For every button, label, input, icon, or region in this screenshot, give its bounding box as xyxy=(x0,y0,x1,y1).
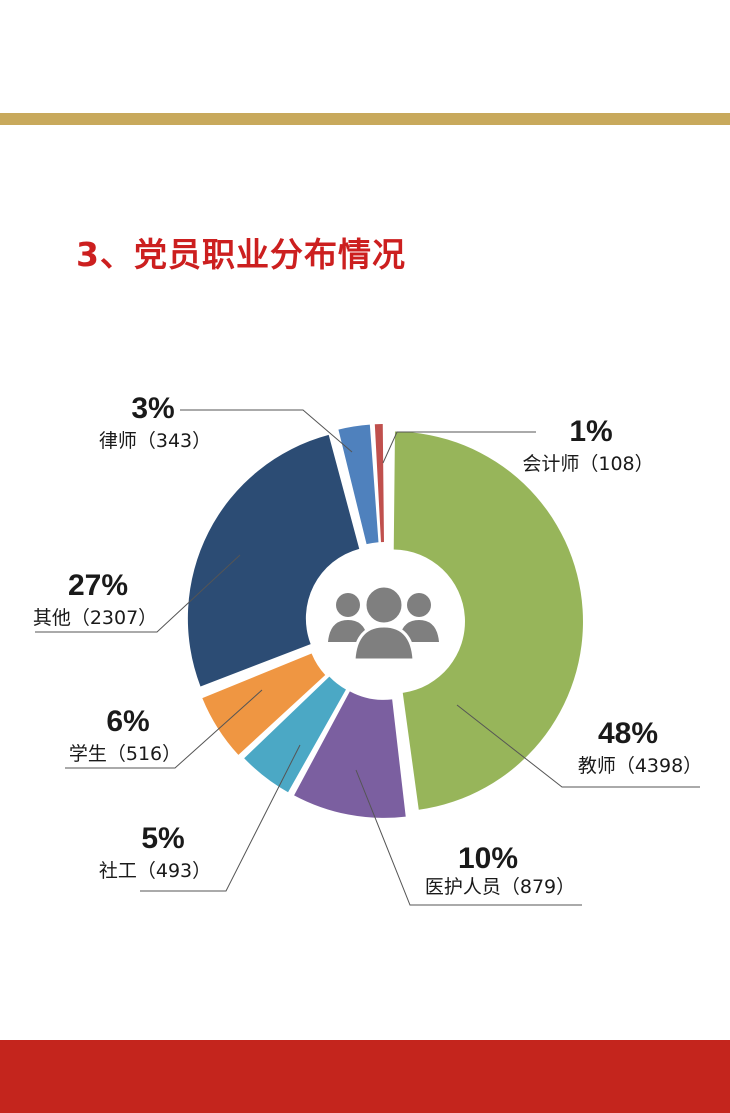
percent-label-其他: 27% xyxy=(68,569,128,602)
percent-label-医护人员: 10% xyxy=(458,842,518,875)
slice-学生 xyxy=(202,653,326,755)
percent-label-会计师: 1% xyxy=(569,415,612,448)
slice-律师 xyxy=(338,424,379,545)
category-label-律师: 律师（343） xyxy=(99,430,211,452)
leader-line-学生 xyxy=(65,689,263,769)
category-label-会计师: 会计师（108） xyxy=(522,453,653,475)
slice-社工 xyxy=(244,676,346,793)
leader-line-教师 xyxy=(456,704,700,788)
category-label-学生: 学生（516） xyxy=(69,743,181,765)
top-gold-rule xyxy=(0,113,730,125)
leader-line-会计师 xyxy=(382,431,536,464)
slice-其他 xyxy=(187,434,360,687)
leader-line-社工 xyxy=(140,744,301,892)
occupation-donut-chart: 48% 教师（4398） 10%医护人员（879） 5% 社工（493） 6% 学生（516… xyxy=(33,392,702,906)
slice-会计师 xyxy=(374,424,384,543)
percent-label-学生: 6% xyxy=(106,705,149,738)
category-label-教师: 教师（4398） xyxy=(578,755,702,777)
leader-line-医护人员 xyxy=(355,769,582,906)
percent-label-律师: 3% xyxy=(131,392,174,425)
leader-line-律师 xyxy=(180,409,353,453)
category-label-其他: 其他（2307） xyxy=(33,607,157,629)
category-label-社工: 社工（493） xyxy=(99,860,211,882)
people-group-icon xyxy=(328,584,439,662)
percent-label-社工: 5% xyxy=(141,822,184,855)
leader-line-其他 xyxy=(35,554,241,633)
percent-label-教师: 48% xyxy=(598,717,658,750)
slice-教师 xyxy=(393,431,583,810)
category-label-医护人员: 医护人员（879） xyxy=(425,876,575,898)
section-title: 3、党员职业分布情况 xyxy=(76,235,406,274)
bottom-red-band xyxy=(0,1040,730,1113)
slice-医护人员 xyxy=(294,691,406,818)
